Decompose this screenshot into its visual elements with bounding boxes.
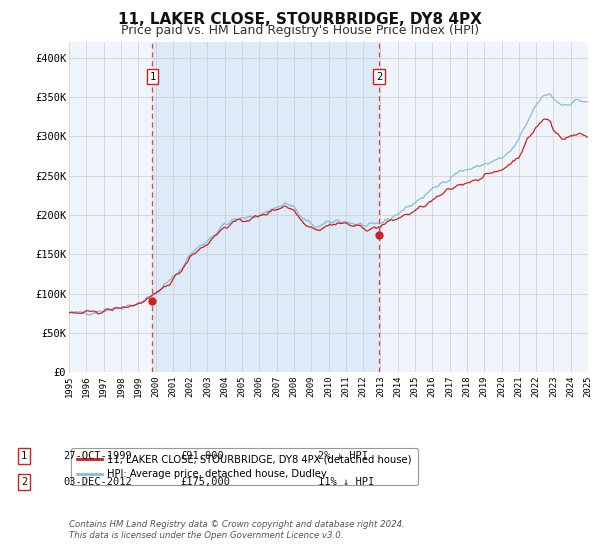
Text: 11% ↓ HPI: 11% ↓ HPI [318,477,374,487]
Text: 1: 1 [149,72,155,82]
Text: Contains HM Land Registry data © Crown copyright and database right 2024.: Contains HM Land Registry data © Crown c… [69,520,405,529]
Text: 03-DEC-2012: 03-DEC-2012 [63,477,132,487]
Text: 11, LAKER CLOSE, STOURBRIDGE, DY8 4PX: 11, LAKER CLOSE, STOURBRIDGE, DY8 4PX [118,12,482,27]
Text: 2: 2 [21,477,27,487]
Text: £175,000: £175,000 [180,477,230,487]
Bar [152,42,379,372]
Text: 27-OCT-1999: 27-OCT-1999 [63,451,132,461]
Text: 2% ↓ HPI: 2% ↓ HPI [318,451,368,461]
Text: This data is licensed under the Open Government Licence v3.0.: This data is licensed under the Open Gov… [69,531,343,540]
Text: Price paid vs. HM Land Registry's House Price Index (HPI): Price paid vs. HM Land Registry's House … [121,24,479,37]
Text: 2: 2 [376,72,382,82]
Text: £91,000: £91,000 [180,451,224,461]
Legend: 11, LAKER CLOSE, STOURBRIDGE, DY8 4PX (detached house), HPI: Average price, deta: 11, LAKER CLOSE, STOURBRIDGE, DY8 4PX (d… [71,449,418,486]
Text: 1: 1 [21,451,27,461]
